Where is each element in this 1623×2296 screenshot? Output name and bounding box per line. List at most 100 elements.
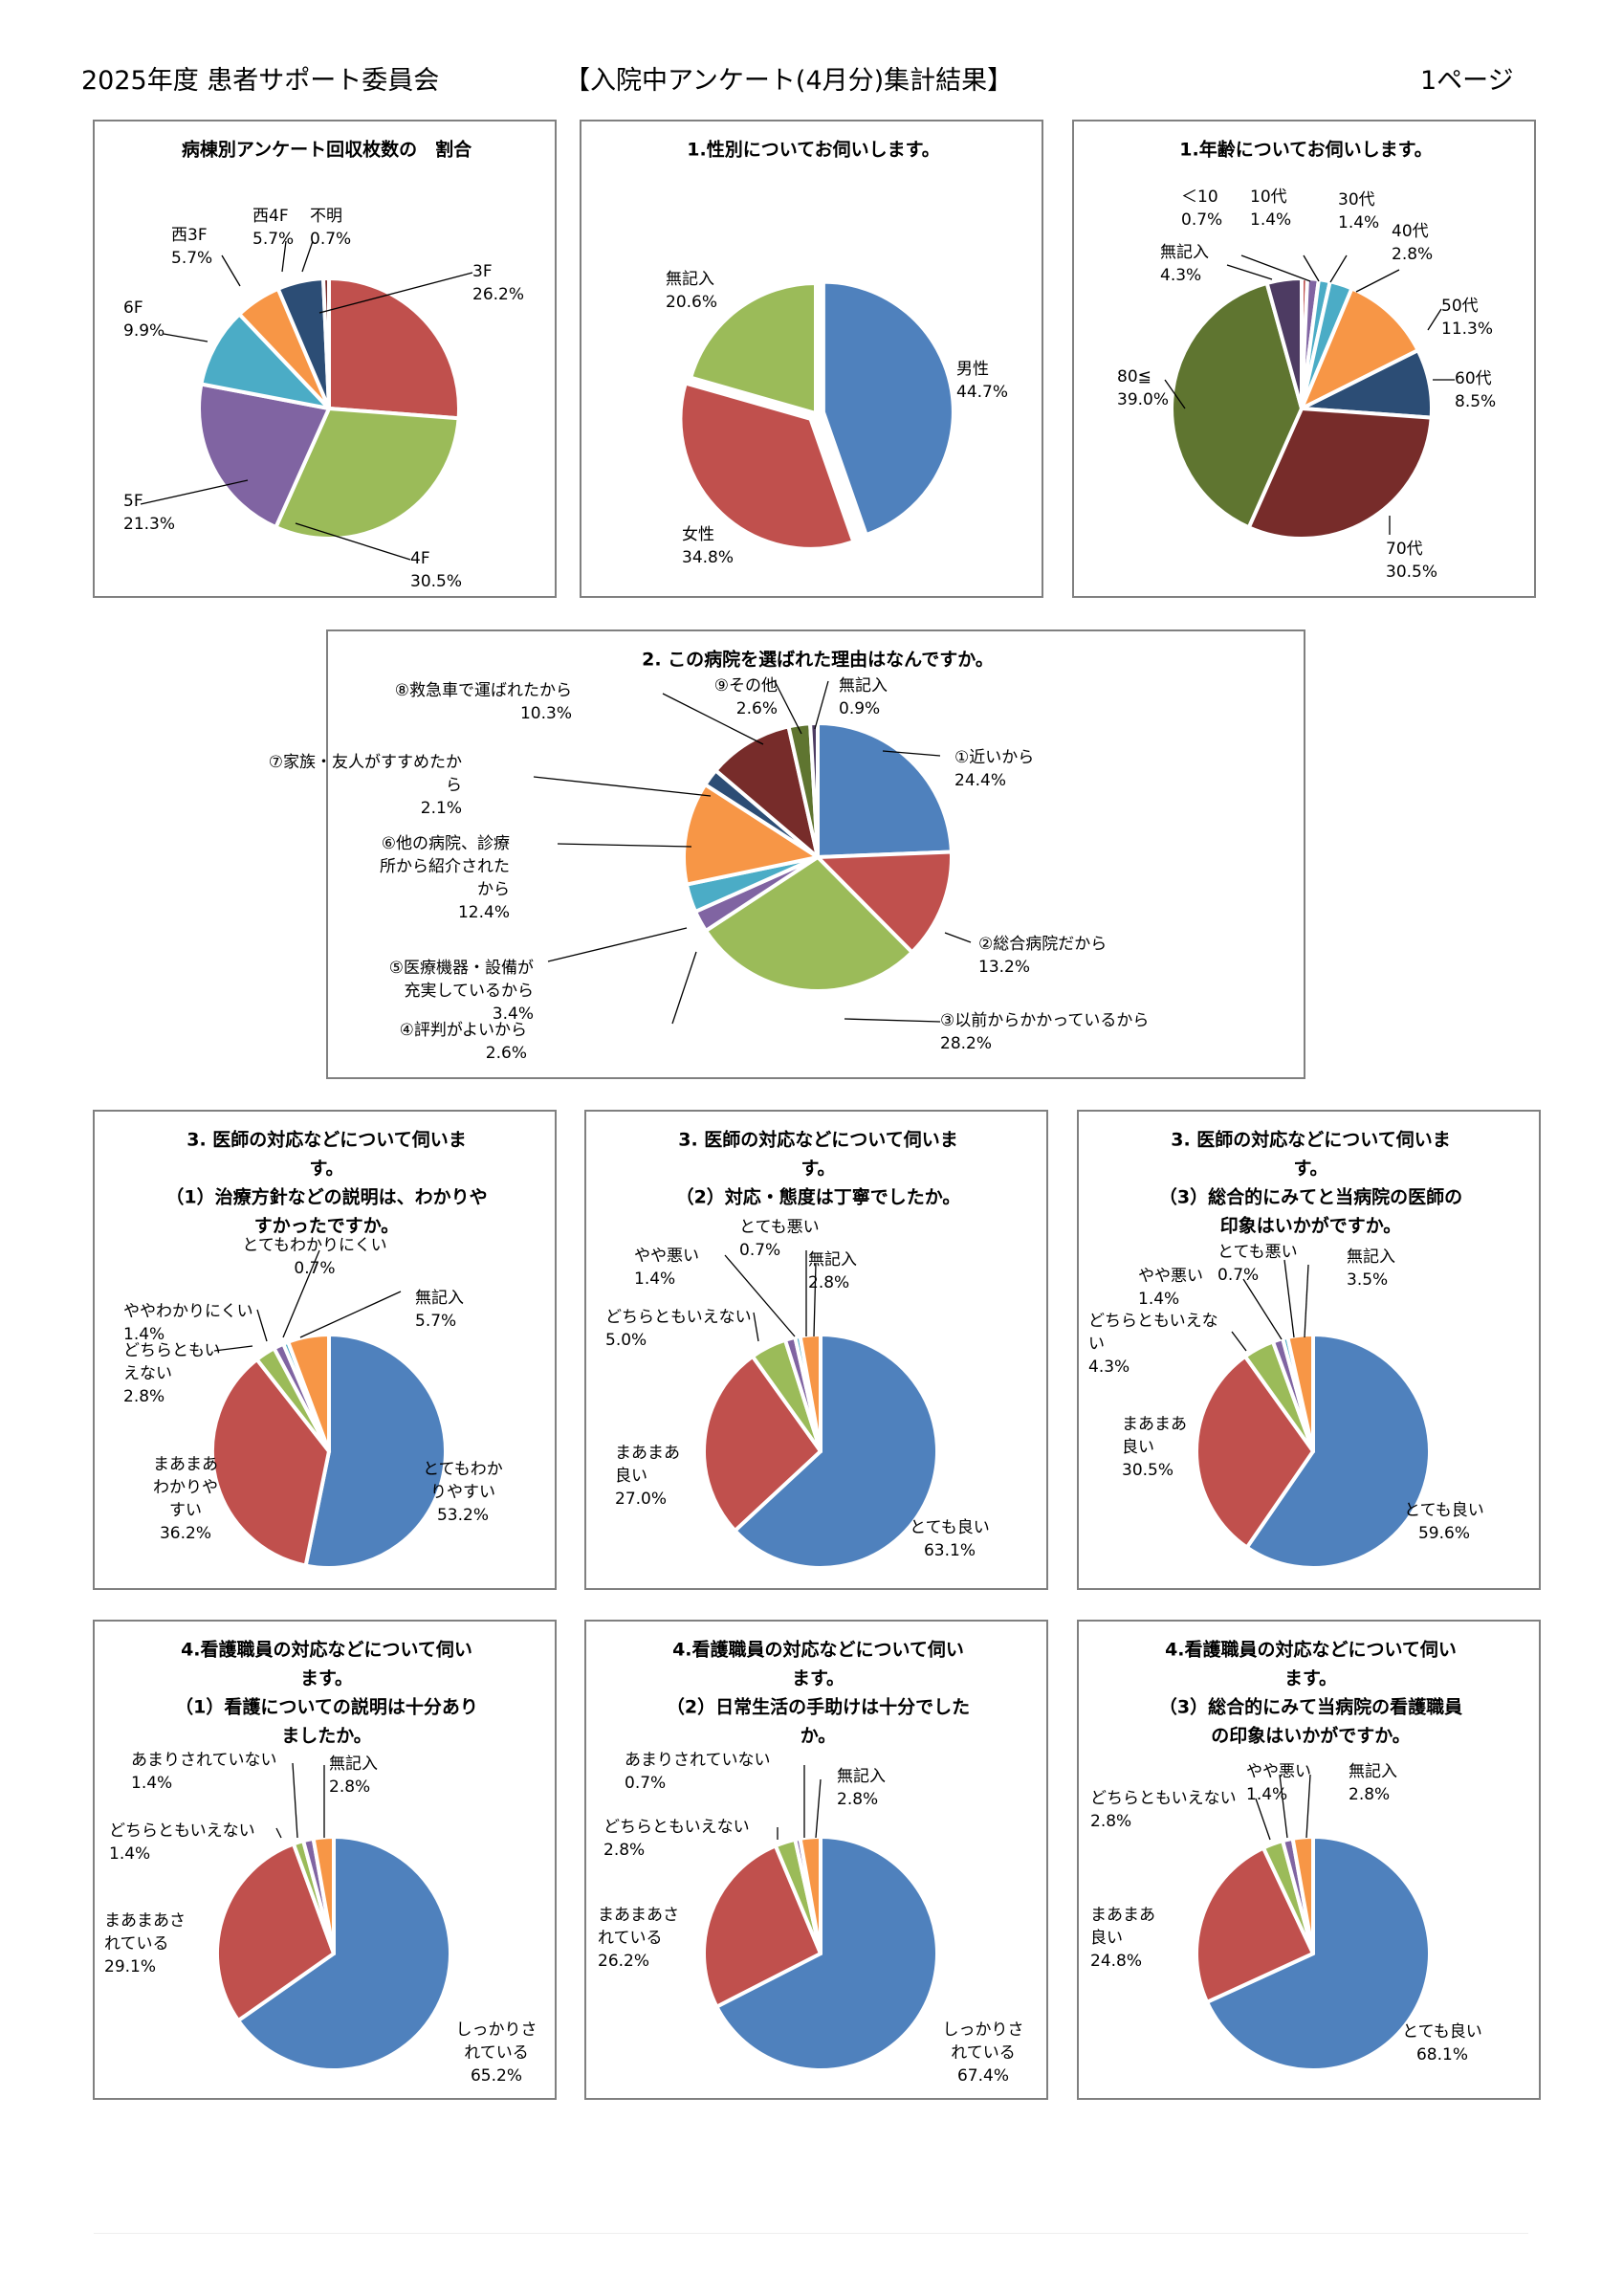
slice-category-label: 男性 (956, 360, 989, 379)
slice-category-label: 充実しているから (405, 982, 535, 1001)
slice-percent-label: 1.4% (1250, 210, 1291, 230)
pie-slice (286, 1333, 331, 1453)
pie-slice (311, 1835, 336, 1955)
slice-category-label: 50代 (1441, 297, 1479, 316)
slice-category-label: 無記入 (808, 1250, 857, 1269)
slice-percent-label: 67.4% (957, 2066, 1009, 2086)
pie-slice (816, 721, 954, 859)
slice-category-label: りやすい (430, 1483, 495, 1502)
slice-category-label: まあまあさ (598, 1906, 679, 1925)
pie-slice (1170, 280, 1304, 530)
slice-category-label: 60代 (1455, 369, 1492, 388)
slice-category-label: れている (951, 2043, 1016, 2063)
slice-category-label: やや悪い (1138, 1267, 1203, 1286)
slice-category-label: とても悪い (739, 1218, 820, 1237)
pie-slice (197, 382, 331, 530)
slice-percent-label: 44.7% (956, 383, 1008, 402)
pie-slice (704, 855, 914, 993)
slice-category-label: ②総合病院だから (978, 935, 1107, 954)
chart-title: 4.看護職員の対応などについて伺い (1165, 1639, 1457, 1661)
slice-percent-label: 34.8% (682, 548, 734, 567)
slice-category-label: 40代 (1392, 222, 1429, 241)
chart-title: ます。 (300, 1668, 353, 1689)
slice-category-label: れている (464, 2043, 529, 2063)
slice-category-label: 無記入 (837, 1767, 886, 1786)
pie-slice (303, 1333, 448, 1570)
leader-line (301, 240, 314, 273)
slice-percent-label: 53.2% (437, 1506, 489, 1525)
slice-category-label: ⑦家族・友人がすすめたか (269, 753, 462, 772)
chart-title: すかったですか。 (254, 1216, 400, 1237)
chart-title: す。 (801, 1159, 835, 1180)
slice-percent-label: 24.4% (954, 771, 1006, 790)
slice-percent-label: 63.1% (924, 1541, 976, 1560)
chart-panel: 3. 医師の対応などについて伺いま す。 （2）対応・態度は丁寧でしたか。 とても良い… (584, 1110, 1048, 1590)
slice-percent-label: 21.3% (123, 515, 175, 534)
slice-category-label: 3F (472, 262, 493, 281)
slice-category-label: 70代 (1386, 540, 1423, 559)
slice-category-label: どちらともい (123, 1341, 221, 1360)
slice-category-label: あまりされていない (131, 1751, 277, 1770)
slice-category-label: 6F (123, 298, 143, 318)
slice-percent-label: 0.7% (294, 1259, 335, 1278)
slice-category-label: ③以前からかかっているから (940, 1011, 1149, 1030)
slice-percent-label: 2.8% (1090, 1812, 1131, 1831)
slice-percent-label: 1.4% (1338, 213, 1379, 232)
leader-line (256, 1309, 268, 1342)
slice-category-label: まあまあ (615, 1444, 680, 1463)
slice-category-label: ら (446, 776, 462, 795)
slice-category-label: すい (169, 1501, 202, 1520)
pie-slice (1300, 286, 1420, 410)
leader-line (1283, 1259, 1295, 1338)
leader-line (944, 932, 972, 943)
slice-percent-label: 0.7% (625, 1774, 666, 1793)
slice-category-label: れている (104, 1934, 169, 1954)
leader-line (282, 1249, 320, 1338)
slice-percent-label: 2.8% (1392, 245, 1433, 264)
chart-title: 病棟別アンケート回収枚数の 割合 (182, 139, 472, 161)
slice-category-label: い (1088, 1335, 1105, 1354)
leader-line (1305, 1774, 1311, 1839)
chart-title: か。 (801, 1726, 837, 1747)
slice-percent-label: 5.7% (252, 230, 294, 249)
slice-percent-label: 28.2% (940, 1034, 992, 1053)
slice-category-label: ややわかりにくい (123, 1302, 253, 1321)
slice-percent-label: 5.7% (171, 249, 212, 268)
slice-category-label: 10代 (1250, 188, 1287, 207)
slice-category-label: とても良い (910, 1518, 990, 1537)
slice-percent-label: 1.4% (1246, 1785, 1287, 1804)
slice-percent-label: 59.6% (1418, 1524, 1470, 1543)
chart-title: の印象はいかがですか。 (1211, 1725, 1411, 1747)
slice-percent-label: 30.5% (1122, 1461, 1173, 1480)
chart-title: 4.看護職員の対応などについて伺い (672, 1639, 964, 1661)
pie-slice (327, 276, 461, 421)
slice-percent-label: 1.4% (123, 1325, 164, 1344)
slice-category-label: しっかりさ (456, 2020, 537, 2040)
pie-slice (713, 724, 820, 859)
slice-percent-label: 26.2% (472, 285, 524, 304)
leader-line (318, 272, 473, 314)
slice-percent-label: 3.4% (493, 1004, 534, 1024)
slice-percent-label: 24.8% (1090, 1952, 1142, 1971)
slice-percent-label: 65.2% (471, 2066, 522, 2086)
pie-slice (714, 1835, 939, 2072)
slice-percent-label: 1.4% (131, 1774, 172, 1793)
leader-line (1329, 254, 1348, 283)
pie-slice (274, 407, 461, 541)
slice-category-label: から (477, 880, 510, 899)
pie-chart: 2. この病院を選ばれた理由はなんですか。 ①近いから 24.4% ②総合病院だから 1… (269, 649, 1150, 1063)
slice-percent-label: 4.3% (1088, 1358, 1130, 1377)
pie-slice (1285, 1333, 1315, 1453)
slice-category-label: とても悪い (1217, 1243, 1298, 1262)
slice-percent-label: 68.1% (1416, 2045, 1468, 2064)
slice-percent-label: 12.4% (458, 903, 510, 922)
chart-title: 1.性別についてお伺いします。 (687, 139, 939, 161)
leader-line (221, 254, 241, 287)
chart-title: （3）総合的にみてと当病院の医師の (1159, 1186, 1462, 1208)
slice-percent-label: 29.1% (104, 1957, 156, 1976)
chart-title: ます。 (792, 1668, 844, 1689)
leader-line (275, 1827, 282, 1839)
